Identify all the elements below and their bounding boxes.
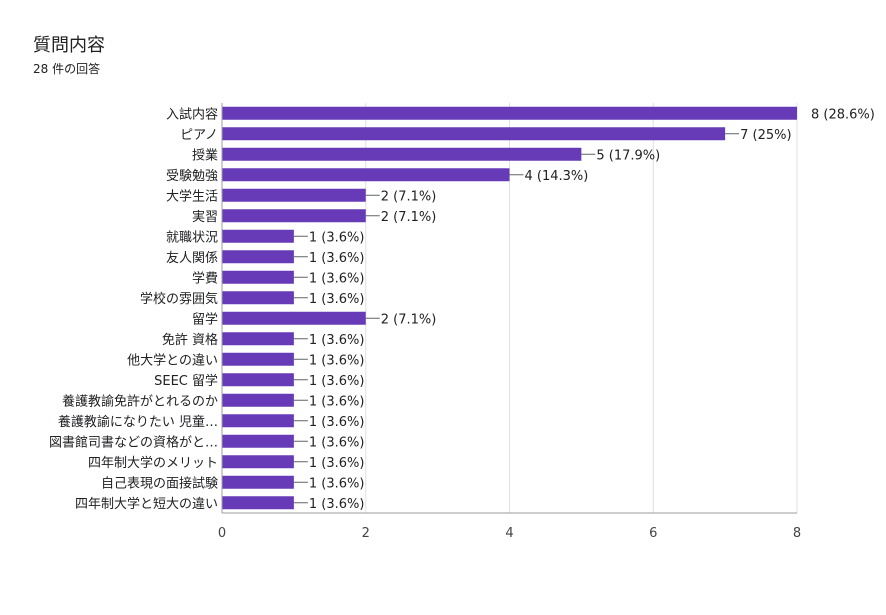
data-label-19: 1 (3.6%) (309, 497, 365, 512)
category-label-5: 実習 (192, 209, 218, 225)
data-label-0: 8 (28.6%) (811, 107, 875, 122)
bar-15 (222, 414, 294, 428)
bar-1 (222, 127, 726, 141)
category-label-14: 養護教諭免許がとれるのか (62, 393, 218, 409)
data-label-13: 1 (3.6%) (309, 374, 365, 389)
bar-10 (222, 311, 366, 325)
x-tick-label-4: 8 (793, 526, 801, 541)
category-label-9: 学校の雰囲気 (140, 291, 218, 307)
bar-2 (222, 147, 582, 161)
bar-3 (222, 168, 510, 182)
category-label-7: 友人関係 (166, 250, 218, 266)
category-label-12: 他大学との違い (127, 352, 218, 368)
data-label-5: 2 (7.1%) (381, 210, 437, 225)
category-label-19: 四年制大学と短大の違い (75, 496, 218, 512)
category-label-16: 図書館司書などの資格がと… (49, 434, 218, 450)
category-label-2: 授業 (192, 147, 218, 163)
chart-title: 質問内容 (33, 35, 105, 56)
data-label-7: 1 (3.6%) (309, 251, 365, 266)
data-label-18: 1 (3.6%) (309, 476, 365, 491)
data-label-10: 2 (7.1%) (381, 312, 437, 327)
bar-4 (222, 188, 366, 202)
category-label-18: 自己表現の面接試験 (101, 475, 218, 491)
data-label-6: 1 (3.6%) (309, 230, 365, 245)
bar-18 (222, 475, 294, 489)
category-label-13: SEEC 留学 (154, 373, 218, 389)
data-label-8: 1 (3.6%) (309, 271, 365, 286)
category-label-10: 留学 (192, 311, 218, 327)
bar-8 (222, 270, 294, 284)
bar-5 (222, 209, 366, 223)
x-tick-label-1: 2 (362, 526, 370, 541)
data-label-15: 1 (3.6%) (309, 415, 365, 430)
bar-13 (222, 373, 294, 387)
bar-7 (222, 250, 294, 264)
category-label-8: 学費 (192, 270, 218, 286)
data-label-9: 1 (3.6%) (309, 292, 365, 307)
bar-6 (222, 229, 294, 243)
bar-16 (222, 434, 294, 448)
bar-9 (222, 291, 294, 305)
category-label-15: 養護教諭になりたい 児童… (58, 414, 218, 430)
data-label-16: 1 (3.6%) (309, 435, 365, 450)
category-label-1: ピアノ (180, 128, 218, 143)
data-label-2: 5 (17.9%) (596, 148, 660, 163)
data-label-11: 1 (3.6%) (309, 333, 365, 348)
bar-12 (222, 352, 294, 366)
data-label-1: 7 (25%) (740, 128, 791, 143)
category-label-6: 就職状況 (166, 230, 218, 245)
data-label-3: 4 (14.3%) (525, 169, 589, 184)
category-label-11: 免許 資格 (162, 332, 218, 348)
bar-0 (222, 106, 797, 120)
category-label-4: 大学生活 (166, 188, 218, 204)
bar-17 (222, 455, 294, 469)
bar-11 (222, 332, 294, 346)
data-label-12: 1 (3.6%) (309, 353, 365, 368)
category-label-17: 四年制大学のメリット (88, 455, 218, 471)
x-tick-label-3: 6 (649, 526, 657, 541)
bar-14 (222, 393, 294, 407)
response-count: 28 件の回答 (33, 62, 101, 76)
category-label-3: 受験勉強 (166, 169, 218, 184)
data-label-17: 1 (3.6%) (309, 456, 365, 471)
x-tick-label-2: 4 (505, 526, 513, 541)
data-label-14: 1 (3.6%) (309, 394, 365, 409)
x-tick-label-0: 0 (218, 526, 226, 541)
bar-19 (222, 496, 294, 510)
data-label-4: 2 (7.1%) (381, 189, 437, 204)
category-label-0: 入試内容 (166, 106, 218, 122)
